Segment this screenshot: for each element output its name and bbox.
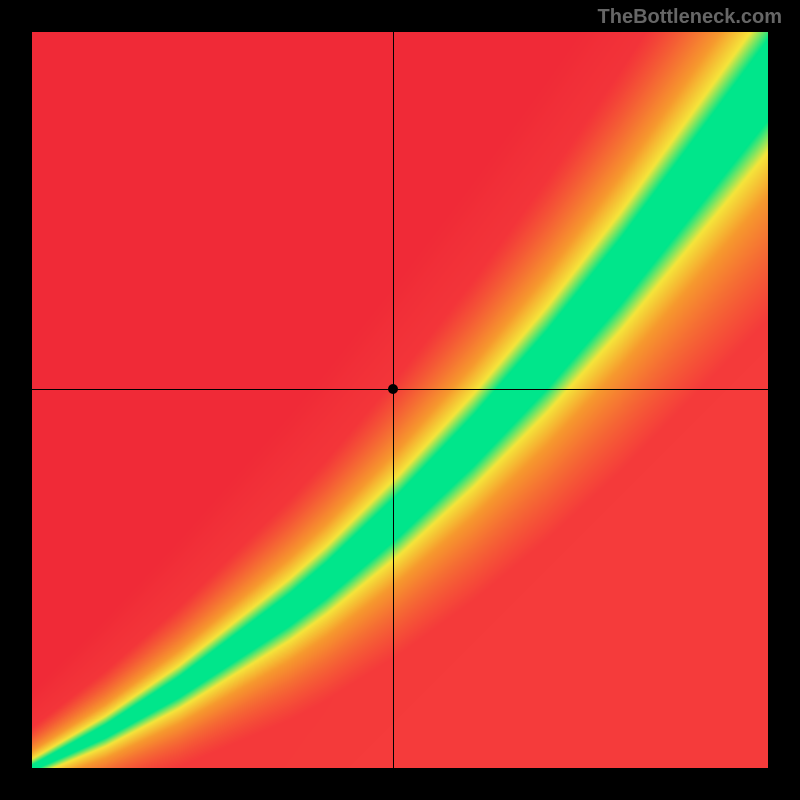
crosshair-horizontal [32, 389, 768, 390]
watermark-text: TheBottleneck.com [598, 6, 782, 29]
heatmap-canvas [32, 32, 768, 768]
crosshair-vertical [393, 32, 394, 768]
heatmap-plot [32, 32, 768, 768]
crosshair-marker [388, 384, 398, 394]
